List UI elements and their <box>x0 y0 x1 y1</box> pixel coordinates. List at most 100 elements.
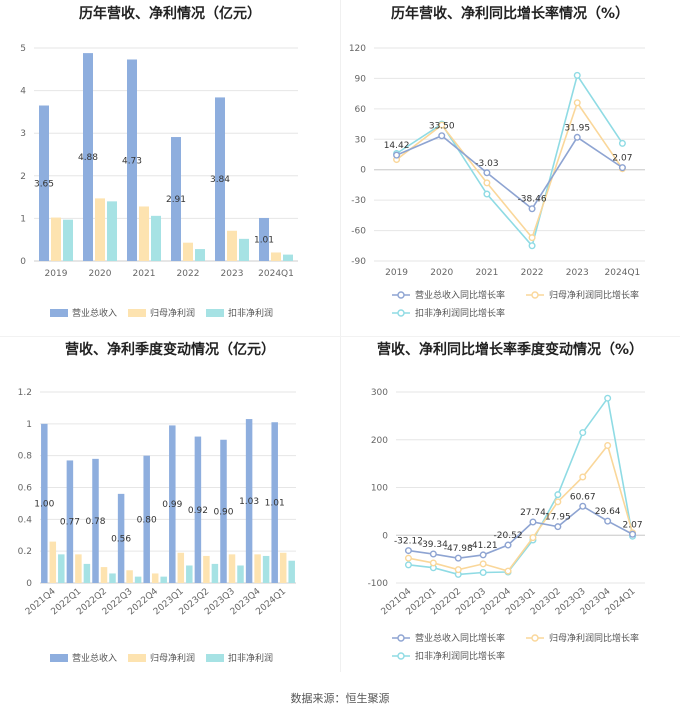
x-tick-label: 2019 <box>385 268 408 278</box>
chart-title: 营收、净利同比增长率季度变动情况（%） <box>377 341 643 358</box>
legend-label: 营业总收入同比增长率 <box>415 632 505 644</box>
legend-swatch <box>50 654 68 662</box>
point-rev_line <box>629 530 637 538</box>
bar-revenue <box>41 423 48 583</box>
data-label: 14.42 <box>384 141 410 151</box>
point-rev_line <box>554 523 562 531</box>
y-tick-label: 0 <box>382 531 388 541</box>
legend-label: 营业总收入同比增长率 <box>415 289 505 301</box>
point-np_line <box>529 534 537 542</box>
x-tick-label: 2020 <box>89 269 112 279</box>
bar-deducted <box>109 573 116 583</box>
y-tick-label: -60 <box>351 227 366 237</box>
data-label: 4.88 <box>78 153 98 163</box>
x-tick-label: 2021 <box>133 269 156 279</box>
data-label: 1.03 <box>239 497 259 507</box>
bar-revenue <box>117 493 125 583</box>
x-tick-label: 2020 <box>430 268 453 278</box>
bar-revenue <box>39 105 49 261</box>
bar-deducted <box>151 215 161 261</box>
y-tick-label: -90 <box>351 257 366 267</box>
data-label: 0.92 <box>188 506 208 516</box>
bar-revenue <box>259 217 269 261</box>
y-tick-label: 0.2 <box>18 547 32 557</box>
bar-net_profit <box>95 198 105 261</box>
bar-net_profit <box>254 554 261 583</box>
point-np_line <box>554 498 562 506</box>
bar-revenue <box>92 458 99 583</box>
annual-growth-rate-chart: 历年营收、净利同比增长率情况（%） -90 -60 -30 0 30 60 90 120 2019… <box>340 0 680 336</box>
legend-swatch <box>206 654 224 662</box>
data-label: 1.01 <box>265 499 285 509</box>
bar-revenue <box>66 460 74 583</box>
y-tick-label: 4 <box>20 87 26 97</box>
data-label: 60.67 <box>570 492 596 502</box>
x-tick-label: 2019 <box>45 269 68 279</box>
x-tick-label: 2024Q1 <box>605 268 641 278</box>
legend-label: 扣非净利润同比增长率 <box>415 650 505 662</box>
data-label: 0.99 <box>162 500 182 510</box>
bar-net_profit <box>51 217 61 261</box>
legend-label: 营业总收入 <box>72 307 117 319</box>
point-rev_line <box>604 517 612 525</box>
bar-deducted <box>211 563 219 583</box>
x-tick-label: 2024Q1 <box>258 269 294 279</box>
bar-net_profit <box>271 252 281 261</box>
point-rev_line <box>438 132 446 140</box>
point-dd_line <box>404 561 412 569</box>
data-label: -39.34 <box>419 540 448 550</box>
line-rev_line <box>408 505 633 559</box>
x-tick-label: 2022 <box>521 268 544 278</box>
y-tick-label: 90 <box>355 74 367 84</box>
bar-deducted <box>237 565 244 583</box>
point-dd_line <box>573 71 581 79</box>
y-tick-label: 0 <box>360 166 366 176</box>
data-label: 27.74 <box>520 508 546 518</box>
x-tick-label: 2022 <box>177 269 200 279</box>
bar-revenue <box>271 422 278 583</box>
point-dd_line <box>604 394 612 402</box>
point-np_line <box>528 234 536 242</box>
data-label: 33.50 <box>429 122 455 132</box>
point-rev_line <box>454 554 462 562</box>
data-source-footer: 数据来源：恒生聚源 <box>290 692 390 705</box>
point-np_line <box>454 566 462 574</box>
point-rev_line <box>429 550 437 558</box>
bar-deducted <box>160 576 167 583</box>
data-label: -20.52 <box>494 531 523 541</box>
legend-label: 归母净利润同比增长率 <box>549 632 639 644</box>
data-label: 3.65 <box>34 179 54 189</box>
legend-swatch <box>128 309 146 317</box>
annual-revenue-profit-svg: 历年营收、净利情况（亿元） 0 1 2 3 4 5 2019 2020 2021 2022 2023 2… <box>20 5 298 319</box>
y-tick-label: 5 <box>20 44 26 54</box>
point-dd_line <box>554 491 562 499</box>
x-tick-label: 2023 <box>566 268 589 278</box>
y-tick-label: 120 <box>349 44 366 54</box>
bar-deducted <box>239 238 249 261</box>
bar-revenue <box>83 53 93 261</box>
line-np_line <box>408 443 634 572</box>
legend-swatch <box>128 654 146 662</box>
data-label: 2.91 <box>166 195 186 205</box>
horizontal-divider <box>0 336 680 337</box>
data-label: 0.78 <box>85 517 105 527</box>
bar-revenue <box>171 137 181 261</box>
quarterly-revenue-profit-svg: 营收、净利季度变动情况（亿元）00.20.40.60.811.22021Q420… <box>18 341 296 664</box>
legend-marker <box>531 291 539 299</box>
data-label: 1.01 <box>254 235 274 245</box>
legend-label: 扣非净利润同比增长率 <box>415 307 505 319</box>
y-tick-label: 1 <box>26 420 32 430</box>
data-label: 0.56 <box>111 534 131 544</box>
bar-net_profit <box>177 552 185 583</box>
y-tick-label: 300 <box>371 388 388 398</box>
bar-deducted <box>195 249 205 261</box>
legend-label: 营业总收入 <box>72 652 117 664</box>
bar-revenue <box>169 425 176 583</box>
data-label: 17.95 <box>545 513 571 523</box>
point-np_line <box>479 560 487 568</box>
data-label: 3.84 <box>210 175 230 185</box>
y-tick-label: 200 <box>371 436 388 446</box>
annual-revenue-profit-chart: 历年营收、净利情况（亿元） 0 1 2 3 4 5 2019 2020 2021 2022 2023 2… <box>0 0 340 336</box>
bar-deducted <box>63 219 73 261</box>
data-label: 29.64 <box>595 507 621 517</box>
